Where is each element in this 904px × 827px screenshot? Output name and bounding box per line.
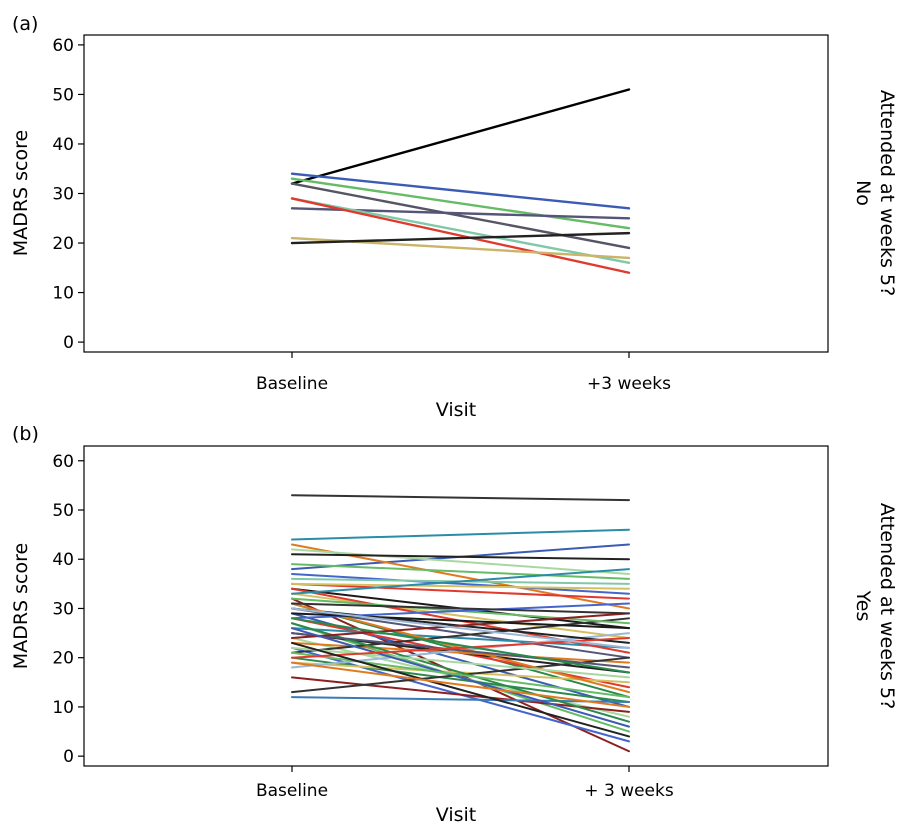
panel-b-y-tick-label-6: 60 <box>52 452 74 472</box>
panel-b-x-tick-label-1: + 3 weeks <box>584 781 674 801</box>
panel-a-strip-label-line2: No <box>852 180 874 206</box>
panel-b-series <box>291 494 630 753</box>
panel-b-series-line-45 <box>291 641 630 738</box>
panel-b-series-line-46 <box>291 607 630 649</box>
panel-b-y-tick-label-4: 40 <box>52 550 74 570</box>
panel-b-series-line-12 <box>291 592 630 639</box>
panel-label-b: (b) <box>12 423 39 445</box>
panel-b-strip-label-line2: Yes <box>852 590 874 622</box>
panel-b-series-line-48 <box>291 617 630 674</box>
panel-a: (a) 0 10 20 30 40 50 60 Baseline +3 weeks MADRS… <box>10 13 898 421</box>
panel-b-strip-label-line1: Attended at weeks 5? <box>876 503 898 709</box>
panel-b-series-line-49 <box>291 602 630 615</box>
panel-a-y-tick-label-1: 10 <box>52 284 74 304</box>
panel-b-series-line-4 <box>291 548 630 575</box>
panel-a-series-line-3 <box>290 182 631 250</box>
panel-b-series-line-8 <box>291 582 630 600</box>
panel-a-y-tick-label-3: 30 <box>52 185 74 205</box>
panel-b-series-line-40 <box>291 582 630 590</box>
panel-b-series-line-6 <box>291 563 630 580</box>
panel-b-series-line-47 <box>291 661 630 708</box>
panel-a-y-tick-label-0: 0 <box>63 333 74 353</box>
panel-a-y-tick-label-5: 50 <box>52 85 74 105</box>
panel-a-plot-frame <box>83 34 829 353</box>
panel-b-series-line-1 <box>291 528 630 541</box>
panel-b-series-line-37 <box>291 612 630 639</box>
panel-b-series-line-7 <box>291 573 630 595</box>
panel-b-series-line-38 <box>291 646 630 679</box>
panel-b-y-tick-label-0: 0 <box>63 747 74 767</box>
panel-b: (b) 0 10 20 30 40 50 60 Baseline + 3 weeks MADR… <box>10 423 898 826</box>
panel-b-series-line-5 <box>291 553 630 561</box>
panel-b-y-tick-label-5: 50 <box>52 501 74 521</box>
panel-a-y-tick-label-6: 60 <box>52 36 74 56</box>
panel-a-x-axis-title: Visit <box>436 399 477 421</box>
panel-a-x-tick-label-1: +3 weeks <box>587 374 671 394</box>
panel-b-y-tick-label-2: 20 <box>52 649 74 669</box>
panel-a-y-axis: 0 10 20 30 40 50 60 <box>52 36 84 353</box>
panel-a-series-line-0 <box>290 88 631 185</box>
panel-b-series-line-42 <box>291 651 630 699</box>
panel-a-y-tick-label-4: 40 <box>52 135 74 155</box>
panel-b-plot-frame <box>83 445 829 767</box>
panel-b-series-line-36 <box>291 632 630 669</box>
panel-a-y-tick-label-2: 20 <box>52 234 74 254</box>
panel-b-series-line-41 <box>291 627 630 728</box>
panel-a-y-axis-title: MADRS score <box>10 130 32 256</box>
panel-b-y-axis-title: MADRS score <box>10 543 32 669</box>
panel-a-x-axis: Baseline +3 weeks <box>256 352 671 394</box>
panel-b-y-tick-label-3: 30 <box>52 599 74 619</box>
panel-b-y-axis: 0 10 20 30 40 50 60 <box>52 452 84 767</box>
panel-a-series-line-5 <box>290 197 631 265</box>
panel-b-x-axis-title: Visit <box>436 804 477 826</box>
panel-b-series-line-0 <box>291 494 630 502</box>
panel-a-series-line-1 <box>290 172 631 210</box>
panel-a-series <box>290 88 631 274</box>
panel-label-a: (a) <box>12 13 38 35</box>
panel-a-series-line-2 <box>290 177 631 230</box>
panel-a-series-line-8 <box>290 231 631 245</box>
panel-b-y-tick-label-1: 10 <box>52 698 74 718</box>
panel-b-x-axis: Baseline + 3 weeks <box>256 766 674 801</box>
panel-b-series-line-17 <box>291 627 630 649</box>
panel-b-x-tick-label-0: Baseline <box>256 781 328 801</box>
panel-a-strip-label-line1: Attended at weeks 5? <box>876 90 898 296</box>
panel-a-x-tick-label-0: Baseline <box>256 374 328 394</box>
panel-b-series-line-44 <box>291 568 630 595</box>
panel-b-series-line-28 <box>291 696 630 703</box>
panel-a-series-line-6 <box>290 197 631 274</box>
panel-b-series-line-22 <box>291 617 630 654</box>
